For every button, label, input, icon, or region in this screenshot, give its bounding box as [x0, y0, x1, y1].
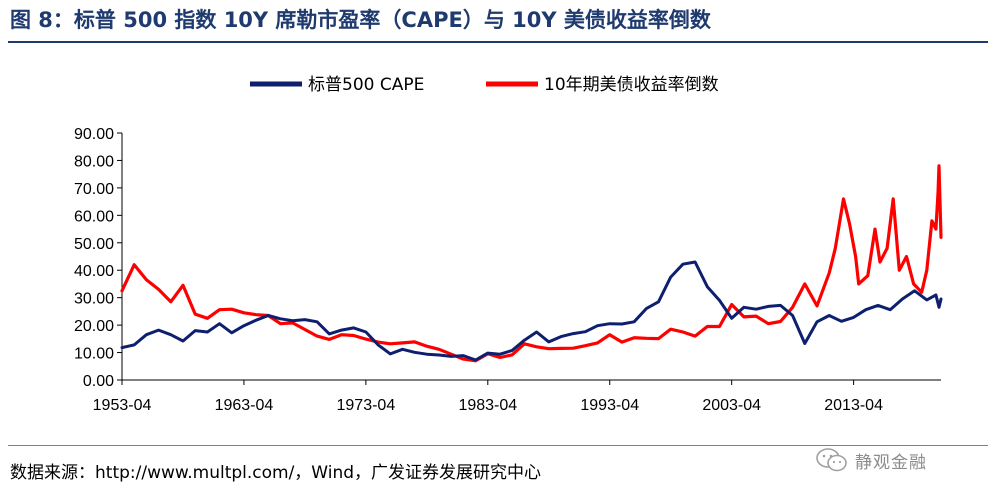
y-tick-label: 70.00: [74, 181, 114, 198]
series-line-inverse-yield: [120, 164, 943, 363]
chart: 标普500 CAPE 10年期美债收益率倒数 0.00 10.00 20.00 30.…: [74, 75, 943, 414]
source-note: 数据来源：http://www.multpl.com/，Wind，广发证券发展研…: [10, 463, 542, 483]
y-axis: 0.00 10.00 20.00 30.00 40.00 50.00 60.00 70.00 8…: [74, 126, 123, 390]
title-rule: [8, 41, 988, 43]
source-rule: [8, 445, 988, 446]
y-tick-label: 50.00: [74, 236, 114, 253]
watermark-text: 静观金融: [855, 452, 927, 473]
plot-area: [120, 164, 943, 363]
figure-title: 图 8：标普 500 指数 10Y 席勒市盈率（CAPE）与 10Y 美债收益率…: [10, 8, 711, 32]
x-tick-label: 1963-04: [215, 397, 274, 414]
y-tick-label: 60.00: [74, 208, 114, 225]
x-tick-label: 2003-04: [702, 397, 761, 414]
y-tick-label: 0.00: [83, 373, 114, 390]
x-tick-label: 1983-04: [458, 397, 517, 414]
y-tick-label: 20.00: [74, 318, 114, 335]
series-line-cape: [120, 260, 943, 362]
x-axis: 1953-04 1963-04 1973-04 1983-04 1993-04 2003-…: [93, 379, 941, 414]
y-tick-label: 80.00: [74, 153, 114, 170]
y-tick-label: 30.00: [74, 291, 114, 308]
x-tick-label: 1973-04: [337, 397, 396, 414]
y-tick-label: 10.00: [74, 346, 114, 363]
y-tick-label: 90.00: [74, 126, 114, 143]
x-tick-label: 2013-04: [824, 397, 883, 414]
watermark: 静观金融: [815, 443, 991, 477]
x-tick-label: 1993-04: [580, 397, 639, 414]
y-tick-label: 40.00: [74, 263, 114, 280]
wechat-icon: [816, 448, 847, 472]
legend-label-cape: 标普500 CAPE: [308, 75, 424, 95]
legend: 标普500 CAPE 10年期美债收益率倒数: [250, 75, 719, 95]
x-tick-label: 1953-04: [93, 397, 152, 414]
legend-label-inverse-yield: 10年期美债收益率倒数: [544, 75, 719, 95]
